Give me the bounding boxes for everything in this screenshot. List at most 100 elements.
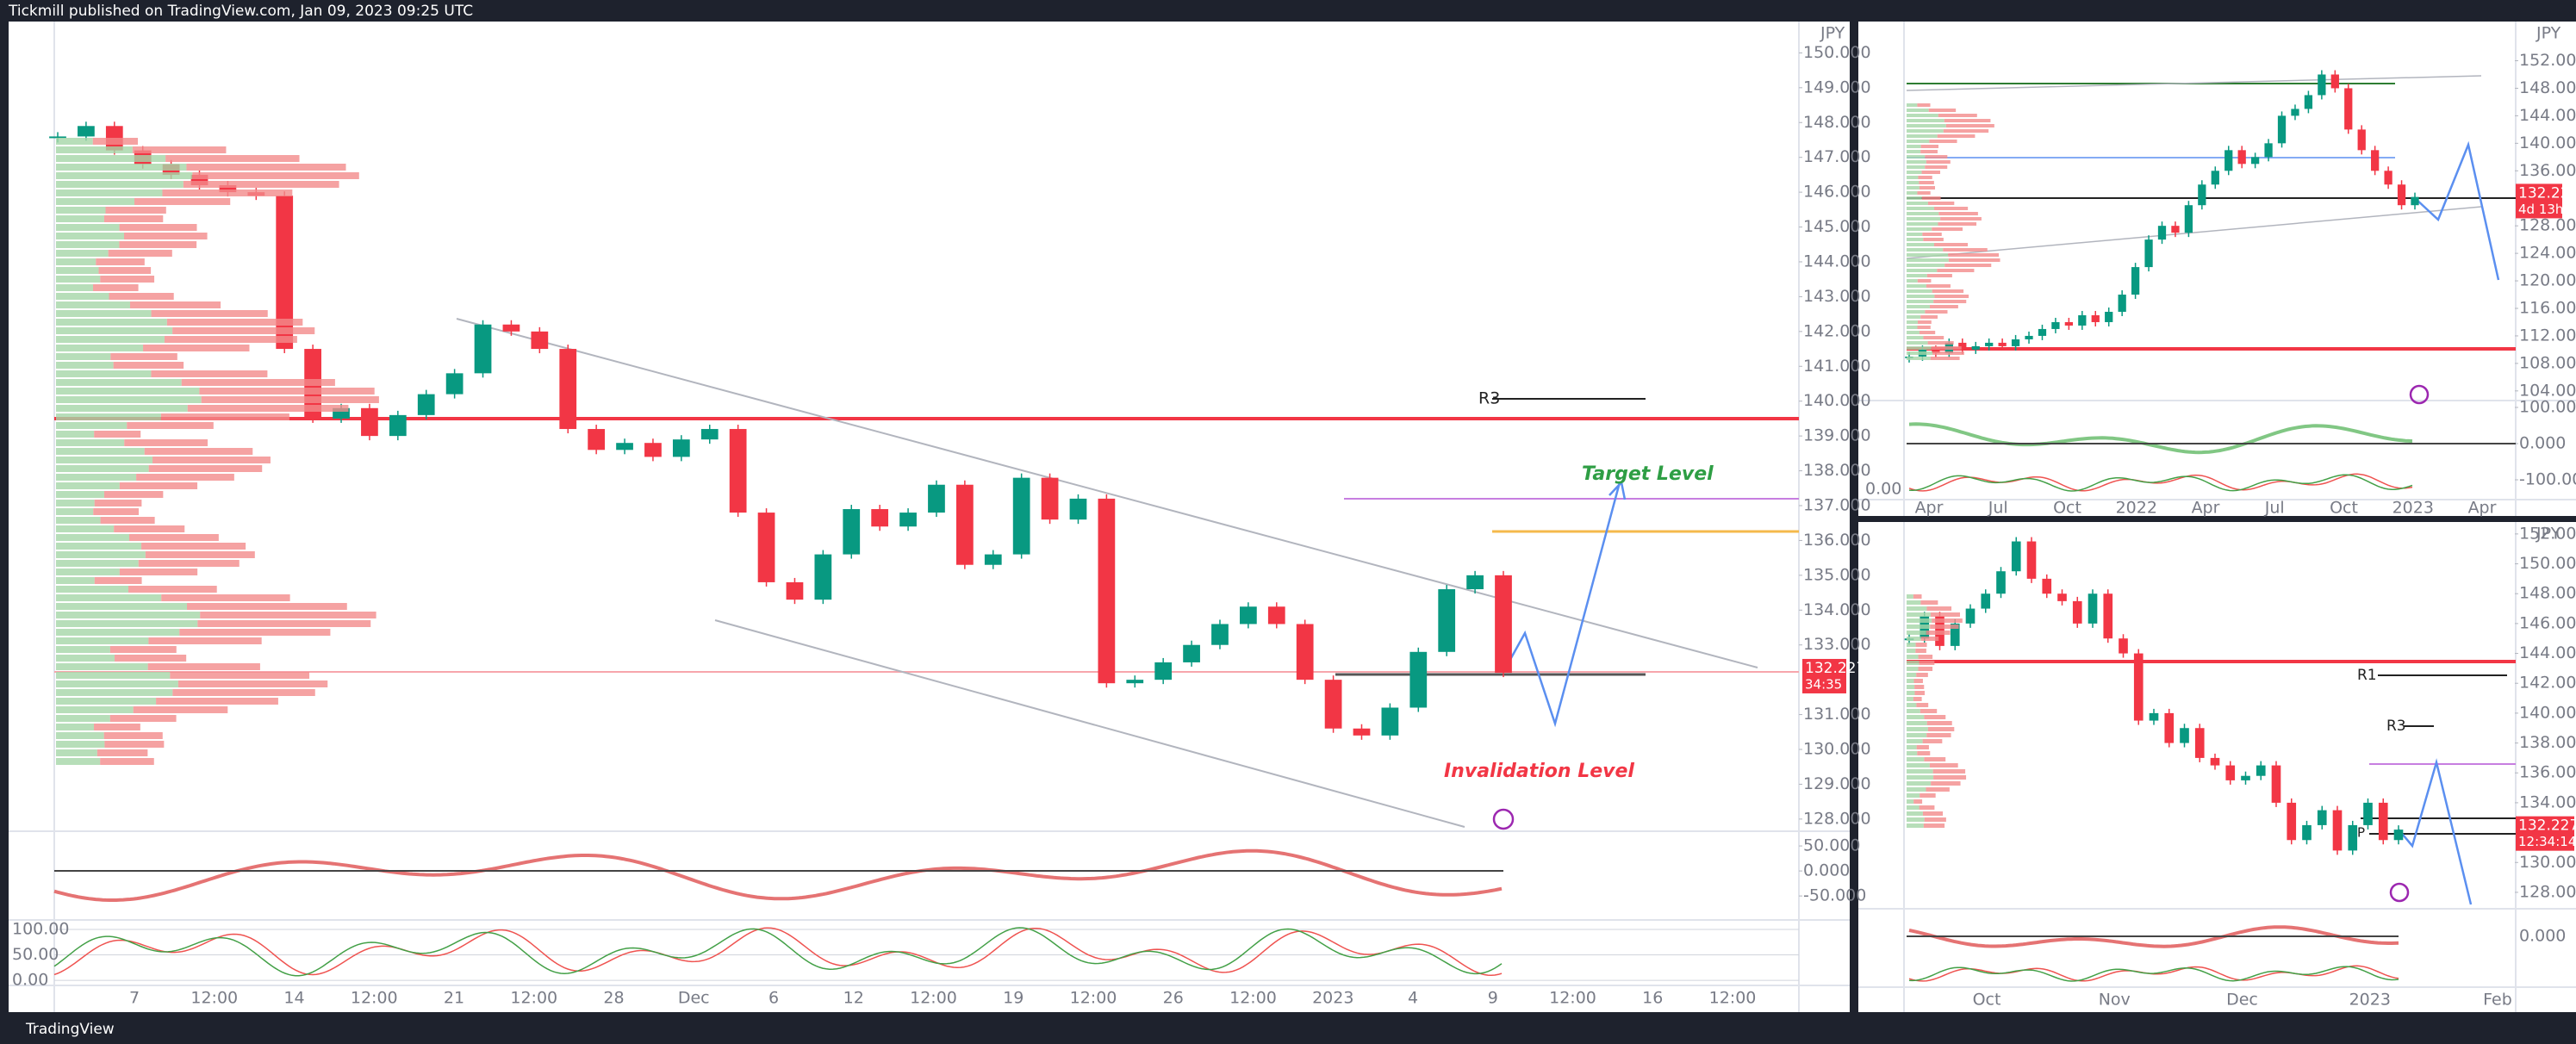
x-tick-label: 26	[1163, 989, 1184, 1008]
volume-profile-bar	[181, 379, 335, 386]
x-tick-label: 12:00	[351, 989, 398, 1008]
volume-profile-bar	[128, 534, 219, 541]
candle	[2330, 74, 2339, 89]
y-tick-label: 140.000	[2519, 703, 2576, 722]
candle	[1353, 728, 1371, 736]
countdown-label: 12:34:14	[2518, 834, 2576, 849]
volume-profile-bar	[56, 689, 173, 696]
oscillator-curve	[1908, 966, 2399, 982]
volume-profile-bar	[56, 301, 130, 308]
volume-profile-bar	[96, 749, 148, 756]
candle	[1381, 707, 1399, 736]
candle	[644, 443, 662, 457]
volume-profile-bar	[1918, 655, 1933, 659]
volume-profile-bar	[1923, 238, 1944, 241]
y-tick-label: 128.000	[1803, 809, 1871, 828]
volume-profile-bar	[143, 345, 250, 351]
oscillator-curve	[1908, 422, 2413, 455]
y-tick-label: 129.000	[1803, 774, 1871, 793]
volume-profile-bar	[1907, 217, 1941, 221]
currency-label: JPY	[1820, 24, 1845, 43]
x-tick-label: Oct	[2330, 499, 2358, 518]
candle	[1998, 342, 2007, 346]
volume-profile-bar	[1907, 202, 1928, 205]
volume-profile-bar	[1907, 248, 1944, 252]
candle	[786, 581, 804, 600]
brand: TradingView	[25, 1021, 115, 1038]
volume-profile-bar	[162, 190, 293, 196]
volume-profile-bar	[1914, 691, 1926, 695]
volume-profile-bar	[1922, 739, 1943, 743]
candle	[899, 513, 917, 527]
candle	[2026, 541, 2037, 579]
y-tick-label: 144.000	[1803, 252, 1871, 270]
volume-profile-bar	[1918, 176, 1932, 179]
price-tag	[1802, 658, 1846, 693]
volume-profile-bar	[1907, 649, 1916, 653]
y-tick-label: 152.000	[2519, 51, 2576, 70]
volume-profile-bar	[93, 508, 140, 515]
candle	[1069, 498, 1087, 520]
volume-profile-bar	[1913, 594, 1922, 599]
candle	[1126, 680, 1144, 684]
price-tag	[2516, 183, 2562, 219]
candle	[2042, 578, 2052, 594]
volume-profile-bar	[1920, 793, 1936, 798]
volume-profile-bar	[1917, 320, 1932, 324]
volume-profile-bar	[56, 551, 146, 558]
y-tick-label: 143.000	[1803, 287, 1871, 306]
volume-profile-bar	[1907, 625, 1931, 629]
candle	[2119, 638, 2128, 654]
y-tick-label: 148.000	[2519, 584, 2576, 603]
x-tick-label: 2023	[2392, 499, 2434, 518]
candle	[445, 373, 464, 395]
volume-profile-bar	[1913, 679, 1923, 683]
volume-profile-bar	[1937, 134, 1976, 138]
y-tick-label: 116.000	[2519, 298, 2576, 317]
volume-profile-bar	[1907, 811, 1923, 816]
volume-profile-bar	[56, 491, 104, 498]
candle	[2291, 109, 2299, 116]
y-tick-label: 124.000	[2519, 244, 2576, 263]
osc-tick-label: 0.000	[1803, 861, 1850, 880]
osc-tick-label: -50.000	[1803, 886, 1866, 905]
x-tick-label: 12:00	[510, 989, 557, 1008]
y-tick-label: 144.000	[2519, 643, 2576, 662]
volume-profile-bar	[199, 388, 375, 395]
volume-profile-bar	[197, 620, 371, 627]
volume-profile-bar	[1934, 207, 1969, 210]
candle	[2302, 824, 2312, 841]
volume-profile-bar	[56, 353, 111, 360]
candle	[2237, 150, 2246, 165]
volume-profile-bar	[1907, 129, 1944, 133]
volume-profile-bar	[56, 724, 95, 730]
volume-profile-bar	[200, 612, 376, 618]
y-tick-label: 148.000	[1803, 113, 1871, 132]
volume-profile-bar	[56, 267, 99, 274]
volume-profile-bar	[1919, 181, 1934, 184]
volume-profile-bar	[1907, 140, 1930, 143]
volume-profile-bar	[1907, 637, 1921, 641]
volume-profile-bar	[1907, 238, 1924, 241]
volume-profile-bar	[1930, 612, 1960, 617]
volume-profile-bar	[1907, 114, 1938, 117]
volume-profile-bar	[1919, 661, 1935, 665]
x-tick-label: 12:00	[1709, 989, 1757, 1008]
volume-profile-bar	[1907, 134, 1938, 138]
volume-profile-bar	[1907, 673, 1917, 677]
candle	[2025, 335, 2033, 339]
candle	[1932, 349, 1940, 353]
volume-profile-bar	[1907, 295, 1935, 298]
x-tick-label: 19	[1003, 989, 1024, 1008]
candle	[2198, 184, 2206, 206]
volume-profile-bar	[1907, 145, 1921, 148]
candle	[843, 509, 861, 555]
y-tick-label: 139.000	[1803, 426, 1871, 445]
volume-profile-bar	[56, 448, 145, 455]
candle	[2224, 150, 2233, 171]
volume-profile-bar	[1907, 155, 1926, 158]
volume-profile-bar	[56, 422, 128, 429]
price-tag-label: 132.227	[2518, 184, 2576, 202]
candle	[616, 443, 633, 451]
volume-profile-bar	[1907, 769, 1933, 774]
